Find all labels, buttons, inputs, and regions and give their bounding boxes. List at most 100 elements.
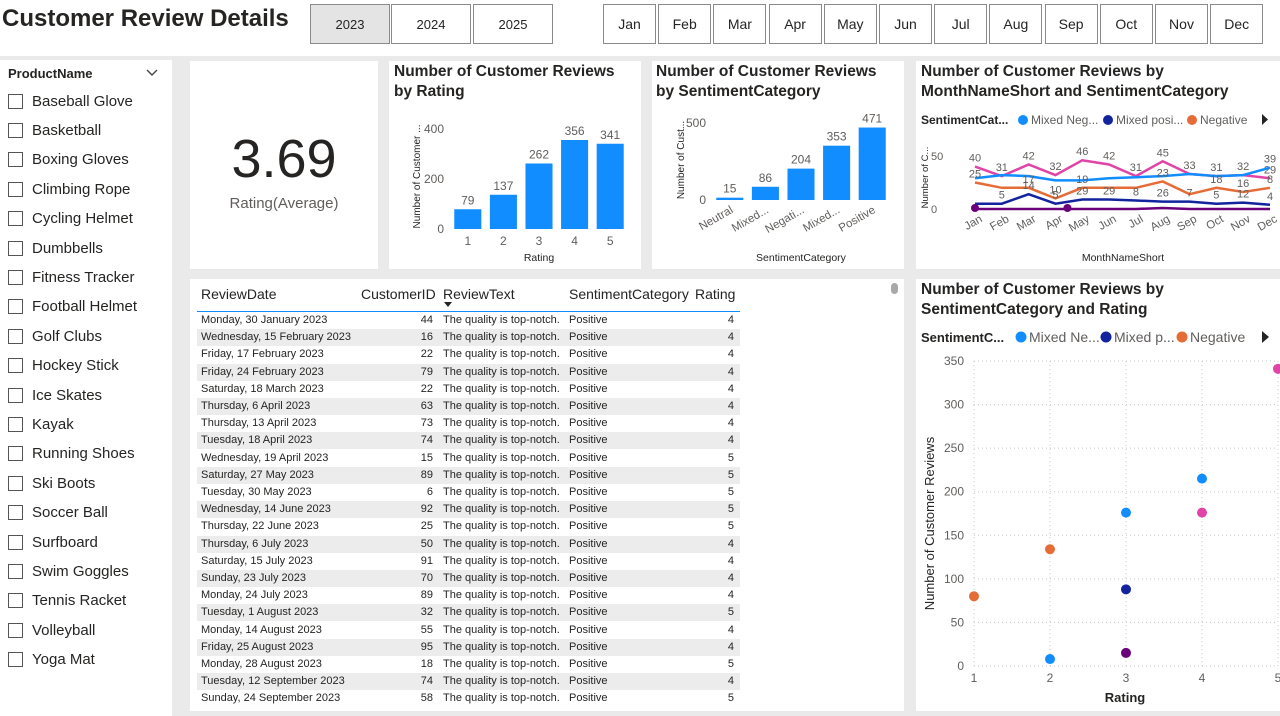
table-row[interactable]: Saturday, 18 March 2023 22 The quality is …: [197, 381, 740, 398]
table-row[interactable]: Monday, 28 August 2023 18 The quality is t…: [197, 656, 740, 673]
checkbox[interactable]: [8, 446, 23, 462]
slicer-item[interactable]: Fitness Tracker: [8, 267, 135, 287]
checkbox[interactable]: [8, 299, 23, 315]
slicer-item[interactable]: Ice Skates: [8, 385, 102, 405]
col-header-reviewdate[interactable]: ReviewDate: [201, 286, 277, 302]
checkbox[interactable]: [8, 534, 23, 550]
scatter-point[interactable]: [1121, 507, 1131, 518]
month-button-may[interactable]: May: [823, 4, 877, 44]
scatter-point[interactable]: [1045, 654, 1055, 665]
slicer-item[interactable]: Golf Clubs: [8, 326, 102, 346]
table-row[interactable]: Thursday, 6 July 2023 50 The quality is to…: [197, 535, 740, 553]
table-row[interactable]: Tuesday, 18 April 2023 74 The quality is t…: [197, 432, 740, 450]
bar[interactable]: [454, 209, 482, 229]
table-row[interactable]: Thursday, 13 April 2023 73 The quality is …: [197, 415, 740, 432]
checkbox[interactable]: [8, 122, 23, 138]
slicer-item[interactable]: Boxing Gloves: [8, 150, 129, 170]
slicer-item[interactable]: Swim Goggles: [8, 561, 129, 581]
checkbox[interactable]: [8, 93, 23, 109]
sort-desc-icon[interactable]: [443, 302, 453, 308]
table-row[interactable]: Tuesday, 30 May 2023 6 The quality is top-…: [197, 484, 740, 501]
slicer-item[interactable]: Tennis Racket: [8, 591, 126, 611]
bar[interactable]: [858, 127, 886, 200]
table-row[interactable]: Monday, 24 July 2023 89 The quality is top…: [197, 587, 740, 604]
checkbox[interactable]: [8, 505, 23, 521]
slicer-item[interactable]: Basketball: [8, 120, 101, 140]
bar[interactable]: [751, 186, 779, 200]
scatter-point[interactable]: [1197, 473, 1207, 484]
table-row[interactable]: Wednesday, 14 June 2023 92 The quality is …: [197, 501, 740, 519]
bar[interactable]: [596, 143, 624, 229]
checkbox[interactable]: [8, 652, 23, 668]
scatter-point[interactable]: [1045, 544, 1055, 555]
legend-label[interactable]: Mixed posi...: [1116, 113, 1183, 127]
slicer-item[interactable]: Ski Boots: [8, 473, 95, 493]
checkbox[interactable]: [8, 152, 23, 168]
slicer-item[interactable]: Kayak: [8, 414, 74, 434]
line-series[interactable]: [974, 166, 1271, 182]
bar[interactable]: [716, 197, 744, 200]
slicer-item[interactable]: Dumbbells: [8, 238, 103, 258]
col-header-rating[interactable]: Rating: [695, 286, 736, 302]
scatter-point[interactable]: [969, 591, 979, 602]
slicer-item[interactable]: Hockey Stick: [8, 356, 119, 376]
checkbox[interactable]: [8, 358, 23, 374]
col-header-reviewtext[interactable]: ReviewText: [443, 286, 515, 302]
legend-next-icon[interactable]: [1262, 331, 1269, 343]
line-series[interactable]: [975, 206, 1270, 211]
checkbox[interactable]: [8, 211, 23, 227]
slicer-item[interactable]: Football Helmet: [8, 297, 137, 317]
slicer-item[interactable]: Climbing Rope: [8, 179, 130, 199]
line-series[interactable]: [974, 180, 1271, 200]
checkbox[interactable]: [8, 328, 23, 344]
data-point[interactable]: [1063, 204, 1072, 212]
month-button-jun[interactable]: Jun: [879, 4, 932, 44]
scatter-point[interactable]: [1121, 647, 1131, 658]
month-button-feb[interactable]: Feb: [658, 4, 712, 44]
scatter-point[interactable]: [1273, 363, 1280, 374]
bar[interactable]: [561, 140, 589, 229]
legend-label[interactable]: Negative: [1200, 113, 1248, 127]
month-button-nov[interactable]: Nov: [1155, 4, 1208, 44]
legend-label[interactable]: Mixed p...: [1114, 329, 1175, 345]
checkbox[interactable]: [8, 181, 23, 197]
checkbox[interactable]: [8, 240, 23, 256]
table-row[interactable]: Wednesday, 15 February 2023 16 The quality…: [197, 329, 740, 347]
legend-label[interactable]: Mixed Ne...: [1029, 329, 1100, 345]
table-row[interactable]: Monday, 30 January 2023 44 The quality is …: [197, 312, 740, 329]
table-row[interactable]: Thursday, 6 April 2023 63 The quality is t…: [197, 398, 740, 415]
slicer-item[interactable]: Baseball Glove: [8, 91, 133, 111]
bar[interactable]: [787, 168, 815, 200]
table-row[interactable]: Monday, 14 August 2023 55 The quality is t…: [197, 622, 740, 639]
month-button-dec[interactable]: Dec: [1210, 4, 1264, 44]
table-row[interactable]: Sunday, 24 September 2023 58 The quality i…: [197, 690, 740, 707]
line-series[interactable]: [975, 192, 1271, 207]
col-header-sentimentcategory[interactable]: SentimentCategory: [569, 286, 689, 302]
table-row[interactable]: Sunday, 23 July 2023 70 The quality is top…: [197, 570, 740, 587]
slicer-item[interactable]: Yoga Mat: [8, 650, 95, 670]
table-row[interactable]: Tuesday, 12 September 2023 74 The quality …: [197, 673, 740, 691]
checkbox[interactable]: [8, 563, 23, 579]
month-button-jul[interactable]: Jul: [934, 4, 988, 44]
month-button-jan[interactable]: Jan: [603, 4, 656, 44]
bar[interactable]: [823, 145, 851, 200]
year-button-2025[interactable]: 2025: [473, 4, 553, 44]
checkbox[interactable]: [8, 593, 23, 609]
data-point[interactable]: [971, 204, 979, 212]
col-header-customerid[interactable]: CustomerID: [361, 286, 436, 302]
table-row[interactable]: Saturday, 27 May 2023 89 The quality is to…: [197, 466, 740, 484]
month-button-mar[interactable]: Mar: [713, 4, 767, 44]
slicer-item[interactable]: Volleyball: [8, 620, 95, 640]
month-button-sep[interactable]: Sep: [1044, 4, 1098, 44]
scatter-point[interactable]: [1197, 507, 1207, 518]
checkbox[interactable]: [8, 622, 23, 638]
slicer-item[interactable]: Running Shoes: [8, 444, 135, 464]
bar[interactable]: [489, 194, 517, 229]
month-button-oct[interactable]: Oct: [1099, 4, 1153, 44]
table-row[interactable]: Friday, 17 February 2023 22 The quality is…: [197, 346, 740, 363]
table-scrollbar[interactable]: [891, 283, 898, 294]
slicer-item[interactable]: Surfboard: [8, 532, 98, 552]
scatter-point[interactable]: [1121, 584, 1131, 595]
month-button-aug[interactable]: Aug: [989, 4, 1043, 44]
table-row[interactable]: Tuesday, 1 August 2023 32 The quality is t…: [197, 604, 740, 622]
